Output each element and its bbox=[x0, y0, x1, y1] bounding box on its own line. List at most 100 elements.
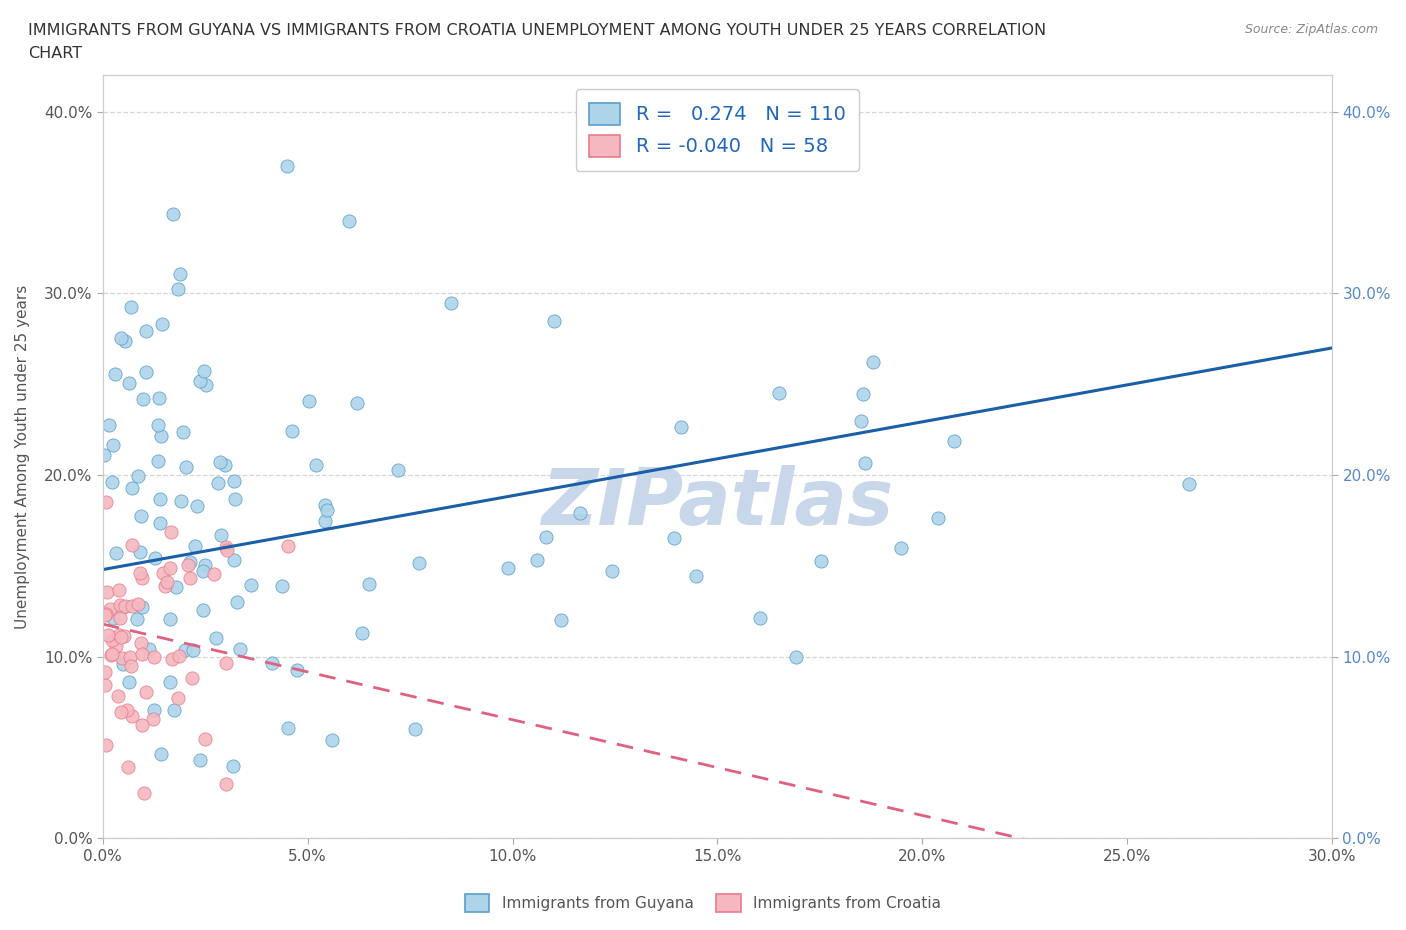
Point bbox=[184, 538, 207, 553]
Point bbox=[112, 629, 135, 644]
Point bbox=[131, 718, 153, 733]
Point bbox=[149, 429, 172, 444]
Point bbox=[108, 583, 131, 598]
Point bbox=[108, 598, 131, 613]
Point bbox=[496, 561, 519, 576]
Point bbox=[152, 565, 174, 580]
Point bbox=[129, 545, 152, 560]
Point bbox=[132, 786, 155, 801]
Point bbox=[193, 364, 215, 379]
Point bbox=[160, 652, 183, 667]
Point bbox=[215, 656, 238, 671]
Point bbox=[110, 331, 132, 346]
Point bbox=[101, 610, 124, 625]
Point bbox=[214, 458, 236, 472]
Point bbox=[568, 505, 591, 520]
Point bbox=[159, 675, 181, 690]
Point bbox=[142, 711, 165, 726]
Point bbox=[174, 459, 197, 474]
Point bbox=[100, 647, 122, 662]
Point bbox=[93, 664, 115, 679]
Point bbox=[194, 731, 217, 746]
Point bbox=[202, 567, 225, 582]
Point bbox=[159, 560, 181, 575]
Point bbox=[101, 632, 124, 647]
Point bbox=[121, 538, 143, 552]
Point bbox=[181, 643, 204, 658]
Point bbox=[222, 758, 245, 773]
Point bbox=[852, 386, 875, 401]
Point bbox=[148, 391, 170, 405]
Point bbox=[107, 688, 129, 703]
Point bbox=[150, 747, 173, 762]
Point bbox=[105, 639, 128, 654]
Point bbox=[927, 511, 949, 525]
Point bbox=[104, 546, 127, 561]
Point bbox=[408, 556, 430, 571]
Point bbox=[526, 552, 548, 567]
Point bbox=[387, 463, 409, 478]
Point bbox=[160, 525, 183, 540]
Text: CHART: CHART bbox=[28, 46, 82, 61]
Point bbox=[118, 674, 141, 689]
Point bbox=[224, 552, 246, 567]
Point bbox=[121, 599, 143, 614]
Point bbox=[127, 597, 149, 612]
Point bbox=[142, 650, 165, 665]
Point bbox=[167, 649, 190, 664]
Point bbox=[180, 671, 202, 685]
Point bbox=[853, 455, 876, 470]
Point bbox=[316, 503, 339, 518]
Point bbox=[98, 418, 121, 432]
Point bbox=[785, 649, 807, 664]
Point bbox=[271, 578, 294, 593]
Point bbox=[127, 611, 149, 626]
Point bbox=[167, 691, 190, 706]
Point bbox=[191, 564, 214, 578]
Text: Source: ZipAtlas.com: Source: ZipAtlas.com bbox=[1244, 23, 1378, 36]
Point bbox=[114, 599, 136, 614]
Point bbox=[943, 433, 966, 448]
Point bbox=[149, 492, 172, 507]
Y-axis label: Unemployment Among Youth under 25 years: Unemployment Among Youth under 25 years bbox=[15, 285, 30, 629]
Point bbox=[194, 378, 217, 392]
Point bbox=[169, 494, 191, 509]
Point bbox=[543, 313, 565, 328]
Point bbox=[215, 539, 238, 554]
Point bbox=[277, 538, 299, 553]
Point bbox=[217, 543, 239, 558]
Point bbox=[115, 702, 138, 717]
Point bbox=[174, 643, 197, 658]
Point bbox=[127, 469, 149, 484]
Point bbox=[550, 613, 572, 628]
Point bbox=[194, 558, 217, 573]
Point bbox=[131, 647, 153, 662]
Point bbox=[135, 684, 157, 699]
Point bbox=[179, 555, 201, 570]
Point bbox=[165, 579, 187, 594]
Point bbox=[94, 607, 117, 622]
Point bbox=[132, 392, 155, 406]
Point bbox=[111, 651, 134, 666]
Point bbox=[121, 709, 143, 724]
Point bbox=[314, 498, 336, 512]
Point bbox=[224, 492, 246, 507]
Point bbox=[205, 631, 228, 645]
Point bbox=[314, 513, 336, 528]
Point bbox=[186, 498, 208, 513]
Point bbox=[173, 425, 195, 440]
Point bbox=[768, 386, 790, 401]
Point bbox=[96, 495, 118, 510]
Point bbox=[120, 299, 142, 314]
Point bbox=[100, 475, 122, 490]
Legend: Immigrants from Guyana, Immigrants from Croatia: Immigrants from Guyana, Immigrants from … bbox=[458, 888, 948, 918]
Point bbox=[143, 551, 166, 565]
Text: ZIPatlas: ZIPatlas bbox=[541, 465, 894, 540]
Point bbox=[357, 577, 380, 591]
Point bbox=[146, 454, 169, 469]
Point bbox=[135, 365, 157, 379]
Point bbox=[118, 650, 141, 665]
Point bbox=[849, 413, 872, 428]
Point bbox=[169, 267, 191, 282]
Point bbox=[98, 602, 121, 617]
